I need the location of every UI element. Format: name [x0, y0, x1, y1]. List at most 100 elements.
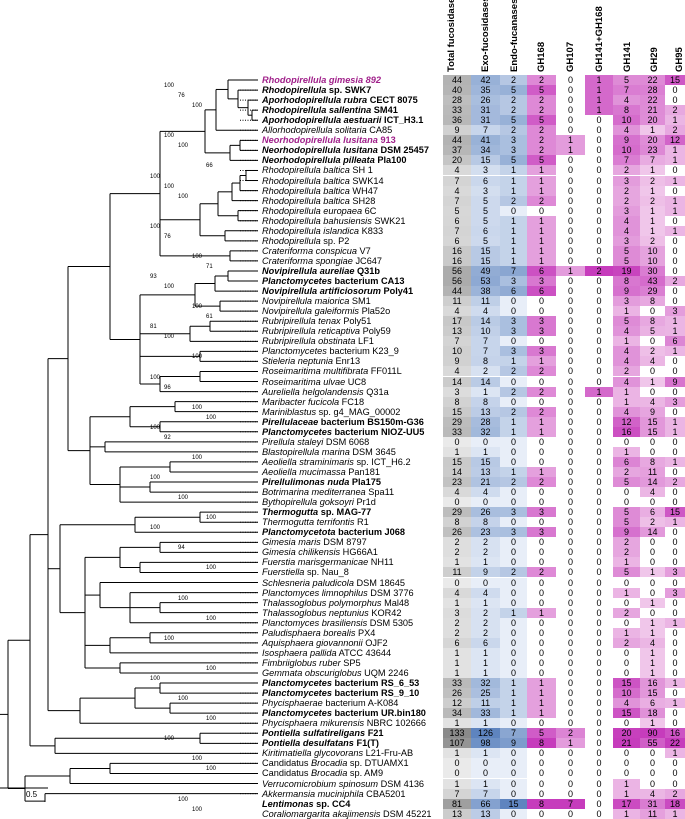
bootstrap-value: 100 [192, 253, 203, 260]
taxon-strain: LF1 [355, 336, 374, 347]
matrix-cell: 0 [556, 105, 585, 116]
matrix-cell: 0 [665, 557, 685, 568]
taxon-name: Akkermansia muciniphila [262, 788, 364, 799]
taxon-strain: bacterium CA13 [331, 276, 405, 286]
matrix-cell: 0 [585, 376, 613, 387]
taxon-label: Rhodopirellula islandica K833 [262, 226, 383, 236]
matrix-cell: 0 [556, 215, 585, 226]
taxon-strain: CA85 [366, 125, 393, 136]
matrix-cell: 0 [527, 667, 556, 678]
matrix-cell: 1 [527, 215, 556, 226]
column-header: GH95 [674, 47, 685, 72]
bootstrap-value: 100 [206, 515, 217, 522]
matrix-cell: 0 [665, 537, 685, 548]
matrix-cell: 2 [527, 105, 556, 116]
matrix-cell: 15 [471, 245, 500, 256]
matrix-cell: 5 [471, 235, 500, 246]
taxon-name: Rhodopirellula gimesia 892 [262, 75, 381, 85]
bootstrap-value: 100 [206, 716, 217, 723]
matrix-cell: 35 [471, 85, 500, 96]
matrix-cell: 1 [471, 446, 500, 457]
taxon-label: Aeoliella mucimassa Pan181 [262, 467, 380, 477]
matrix-cell: 9 [443, 125, 471, 136]
matrix-cell: 1 [500, 175, 527, 186]
matrix-cell: 56 [443, 276, 471, 286]
matrix-cell: 2 [665, 105, 685, 116]
matrix-cell: 3 [613, 235, 640, 246]
taxon-label: Neorhodopirellula pilleata Pla100 [262, 155, 407, 165]
matrix-cell: 0 [585, 466, 613, 477]
matrix-cell: 2 [613, 607, 640, 618]
taxon-strain: bacterium RS_9_10 [331, 688, 420, 699]
matrix-cell: 0 [500, 617, 527, 628]
taxon-name: Rhodopirellula sallentina [262, 105, 372, 116]
matrix-cell: 23 [471, 527, 500, 538]
matrix-cell: 1 [665, 517, 685, 528]
matrix-cell: 1 [500, 698, 527, 709]
taxon-name: Neorhodopirellula lusitana [262, 145, 378, 156]
taxon-label: Planctomycetes bacterium RS_9_10 [262, 688, 419, 698]
taxon-name: Isosphaera pallida [262, 647, 337, 658]
matrix-cell: 15 [613, 708, 640, 719]
matrix-cell: 0 [585, 597, 613, 608]
matrix-cell: 1 [613, 557, 640, 568]
matrix-cell: 4 [613, 698, 640, 709]
matrix-cell: 9 [613, 527, 640, 538]
taxon-name: Rhodopirellula [262, 85, 327, 96]
matrix-cell: 2 [471, 617, 500, 628]
matrix-cell: 0 [471, 436, 500, 447]
taxon-strain: sp. AM9 [347, 768, 384, 779]
bootstrap-value: 100 [178, 193, 189, 200]
matrix-cell: 0 [556, 175, 585, 186]
matrix-cell: 12 [613, 416, 640, 427]
matrix-cell: 16 [640, 678, 665, 688]
bootstrap-value: 93 [150, 274, 157, 281]
taxon-label: Lentimonas sp. CC4 [262, 799, 350, 809]
matrix-cell: 0 [613, 497, 640, 508]
matrix-cell: 0 [665, 708, 685, 719]
matrix-cell: 6 [443, 235, 471, 246]
taxon-label: Coraliomargarita akajimensis DSM 45221 [262, 809, 432, 819]
taxon-label: Aureliella helgolandensis Q31a [262, 387, 389, 397]
taxon-label: Isosphaera pallida ATCC 43644 [262, 648, 391, 658]
matrix-cell: 0 [585, 125, 613, 136]
matrix-cell: 22 [640, 95, 665, 106]
matrix-cell: 0 [556, 708, 585, 719]
taxon-strain: DSM 3776 [367, 587, 414, 598]
matrix-cell: 0 [556, 667, 585, 678]
matrix-cell: 10 [640, 245, 665, 256]
taxon-name: Rubripirellula obstinata [262, 336, 356, 347]
matrix-cell: 15 [665, 75, 685, 85]
matrix-cell: 0 [665, 265, 685, 276]
matrix-cell: 12 [443, 698, 471, 709]
matrix-cell: 1 [665, 346, 685, 357]
matrix-cell: 1 [500, 235, 527, 246]
taxon-strain: sp. g4_MAG_00002 [316, 406, 401, 417]
matrix-cell: 2 [443, 627, 471, 638]
taxon-label: Roseimaritima multifibrata FF011L [262, 366, 402, 376]
matrix-cell: 0 [585, 748, 613, 759]
matrix-cell: 2 [443, 537, 471, 548]
matrix-cell: 14 [443, 466, 471, 477]
matrix-cell: 0 [500, 627, 527, 638]
taxon-label: Neorhodopirellula lusitana 913 [262, 135, 396, 145]
matrix-cell: 0 [585, 255, 613, 266]
taxon-strain: SH 1 [349, 165, 373, 176]
matrix-cell: 0 [665, 185, 685, 196]
matrix-cell: 16 [443, 255, 471, 266]
matrix-cell: 1 [471, 778, 500, 789]
taxon-label: Rhodopirellula baltica WH47 [262, 186, 378, 196]
matrix-cell: 1 [527, 356, 556, 367]
matrix-cell: 14 [640, 527, 665, 538]
matrix-cell: 0 [585, 798, 613, 809]
matrix-cell: 2 [640, 235, 665, 246]
matrix-cell: 1 [665, 617, 685, 628]
matrix-cell: 1 [443, 647, 471, 658]
matrix-cell: 0 [556, 788, 585, 799]
taxon-strain: DSM 5305 [367, 617, 414, 628]
matrix-cell: 0 [443, 497, 471, 508]
matrix-cell: 133 [443, 728, 471, 739]
matrix-cell: 0 [527, 487, 556, 498]
matrix-cell: 0 [585, 497, 613, 508]
matrix-cell: 0 [527, 617, 556, 628]
